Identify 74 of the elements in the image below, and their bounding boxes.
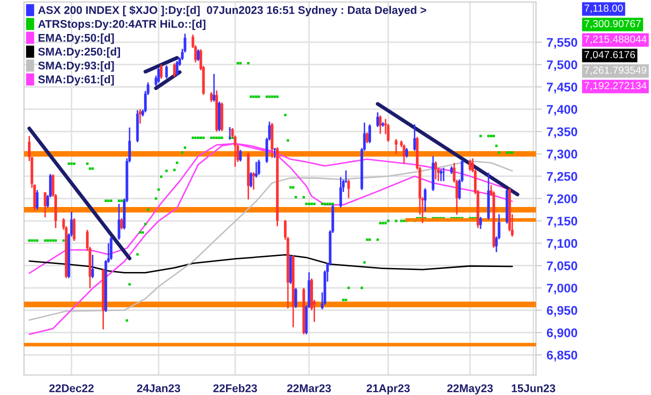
text: 7,300.90767 <box>584 20 641 28</box>
candlestick <box>44 192 46 218</box>
y-tick-label: 7,450 <box>546 82 578 94</box>
legend-label: ATRStops:Dy:20:4ATR HiLo::[d] <box>38 20 206 30</box>
candlestick <box>91 254 94 279</box>
legend-label: SMA:Dy:61:[d] <box>38 75 114 86</box>
legend-label: SMA:Dy:250:[d] <box>38 47 120 58</box>
candlestick <box>258 158 260 176</box>
x-tick-label: 22Dec22 <box>49 384 94 392</box>
candlestick <box>196 48 200 62</box>
y-tick-label: 7,050 <box>546 261 578 272</box>
y-tick-label: 7,250 <box>546 172 578 183</box>
candlestick <box>273 147 276 159</box>
candlestick <box>120 218 123 230</box>
y-tick-label: 6,850 <box>546 350 578 362</box>
candlestick <box>33 184 36 212</box>
line-series <box>28 160 513 321</box>
candlestick <box>368 124 372 144</box>
y-tick-label: 6,950 <box>546 306 578 317</box>
candlestick <box>294 287 298 309</box>
candlestick <box>394 138 398 156</box>
x-tick-label: 22May23 <box>447 384 493 394</box>
candlestick <box>110 236 112 260</box>
candlestick <box>378 114 382 134</box>
text: 7,215.488044 <box>584 35 647 44</box>
candlestick <box>413 124 416 152</box>
candlestick <box>212 73 216 102</box>
line-series <box>28 254 513 274</box>
candlestick <box>434 160 438 180</box>
candlestick <box>72 218 76 242</box>
y-tick-label: 7,350 <box>546 127 578 138</box>
x-tick-label: 24Jan23 <box>137 384 180 392</box>
candlestick <box>165 64 168 80</box>
y-tick-label: 6,900 <box>546 328 578 340</box>
candlestick <box>366 132 368 144</box>
x-tick-label: 15Jun23 <box>512 384 556 392</box>
y-tick-label: 7,550 <box>546 38 578 49</box>
x-tick-label: 21Apr23 <box>366 384 410 394</box>
candlestick <box>386 123 390 143</box>
y-tick-label: 7,100 <box>546 239 578 250</box>
y-tick-label: 7,000 <box>546 284 578 294</box>
candlestick <box>210 92 213 103</box>
text: 7,192.272134 <box>584 82 647 90</box>
y-tick-label: 7,400 <box>546 105 578 116</box>
candlestick <box>442 167 445 182</box>
candlestick <box>424 188 426 212</box>
candlestick <box>239 149 242 162</box>
candlestick <box>440 168 442 182</box>
text: 7,261.793549 <box>584 66 646 75</box>
text: 7,118.00 <box>584 4 623 13</box>
legend-label: SMA:Dy:93:[d] <box>38 61 114 72</box>
x-tick-label: 22Feb23 <box>213 384 257 392</box>
legend-label: EMA:Dy:50:[d] <box>38 34 114 44</box>
y-tick-label: 7,200 <box>546 194 578 206</box>
y-tick-label: 7,500 <box>546 60 578 72</box>
legend-label: ASX 200 INDEX [ $XJO ]:Dy:[d] 07Jun2023 16:51 Sydney : Data Delayed > <box>38 6 426 16</box>
candlestick <box>402 144 406 164</box>
x-tick-label: 22Mar23 <box>287 384 331 392</box>
candlestick <box>347 179 350 199</box>
candlestick <box>468 158 472 172</box>
candlestick <box>36 189 39 210</box>
candlestick <box>176 60 178 76</box>
candlestick <box>405 147 408 158</box>
y-tick-label: 7,150 <box>546 216 578 228</box>
candlestick <box>479 216 482 230</box>
candlestick <box>157 67 160 84</box>
candlestick <box>250 172 252 188</box>
candlestick <box>376 112 379 128</box>
candlestick <box>339 176 342 208</box>
candlestick <box>173 62 176 78</box>
candlestick <box>118 203 120 240</box>
y-tick-label: 7,300 <box>546 150 578 160</box>
text: 7,047.6176 <box>584 50 635 60</box>
candlestick <box>160 64 163 80</box>
